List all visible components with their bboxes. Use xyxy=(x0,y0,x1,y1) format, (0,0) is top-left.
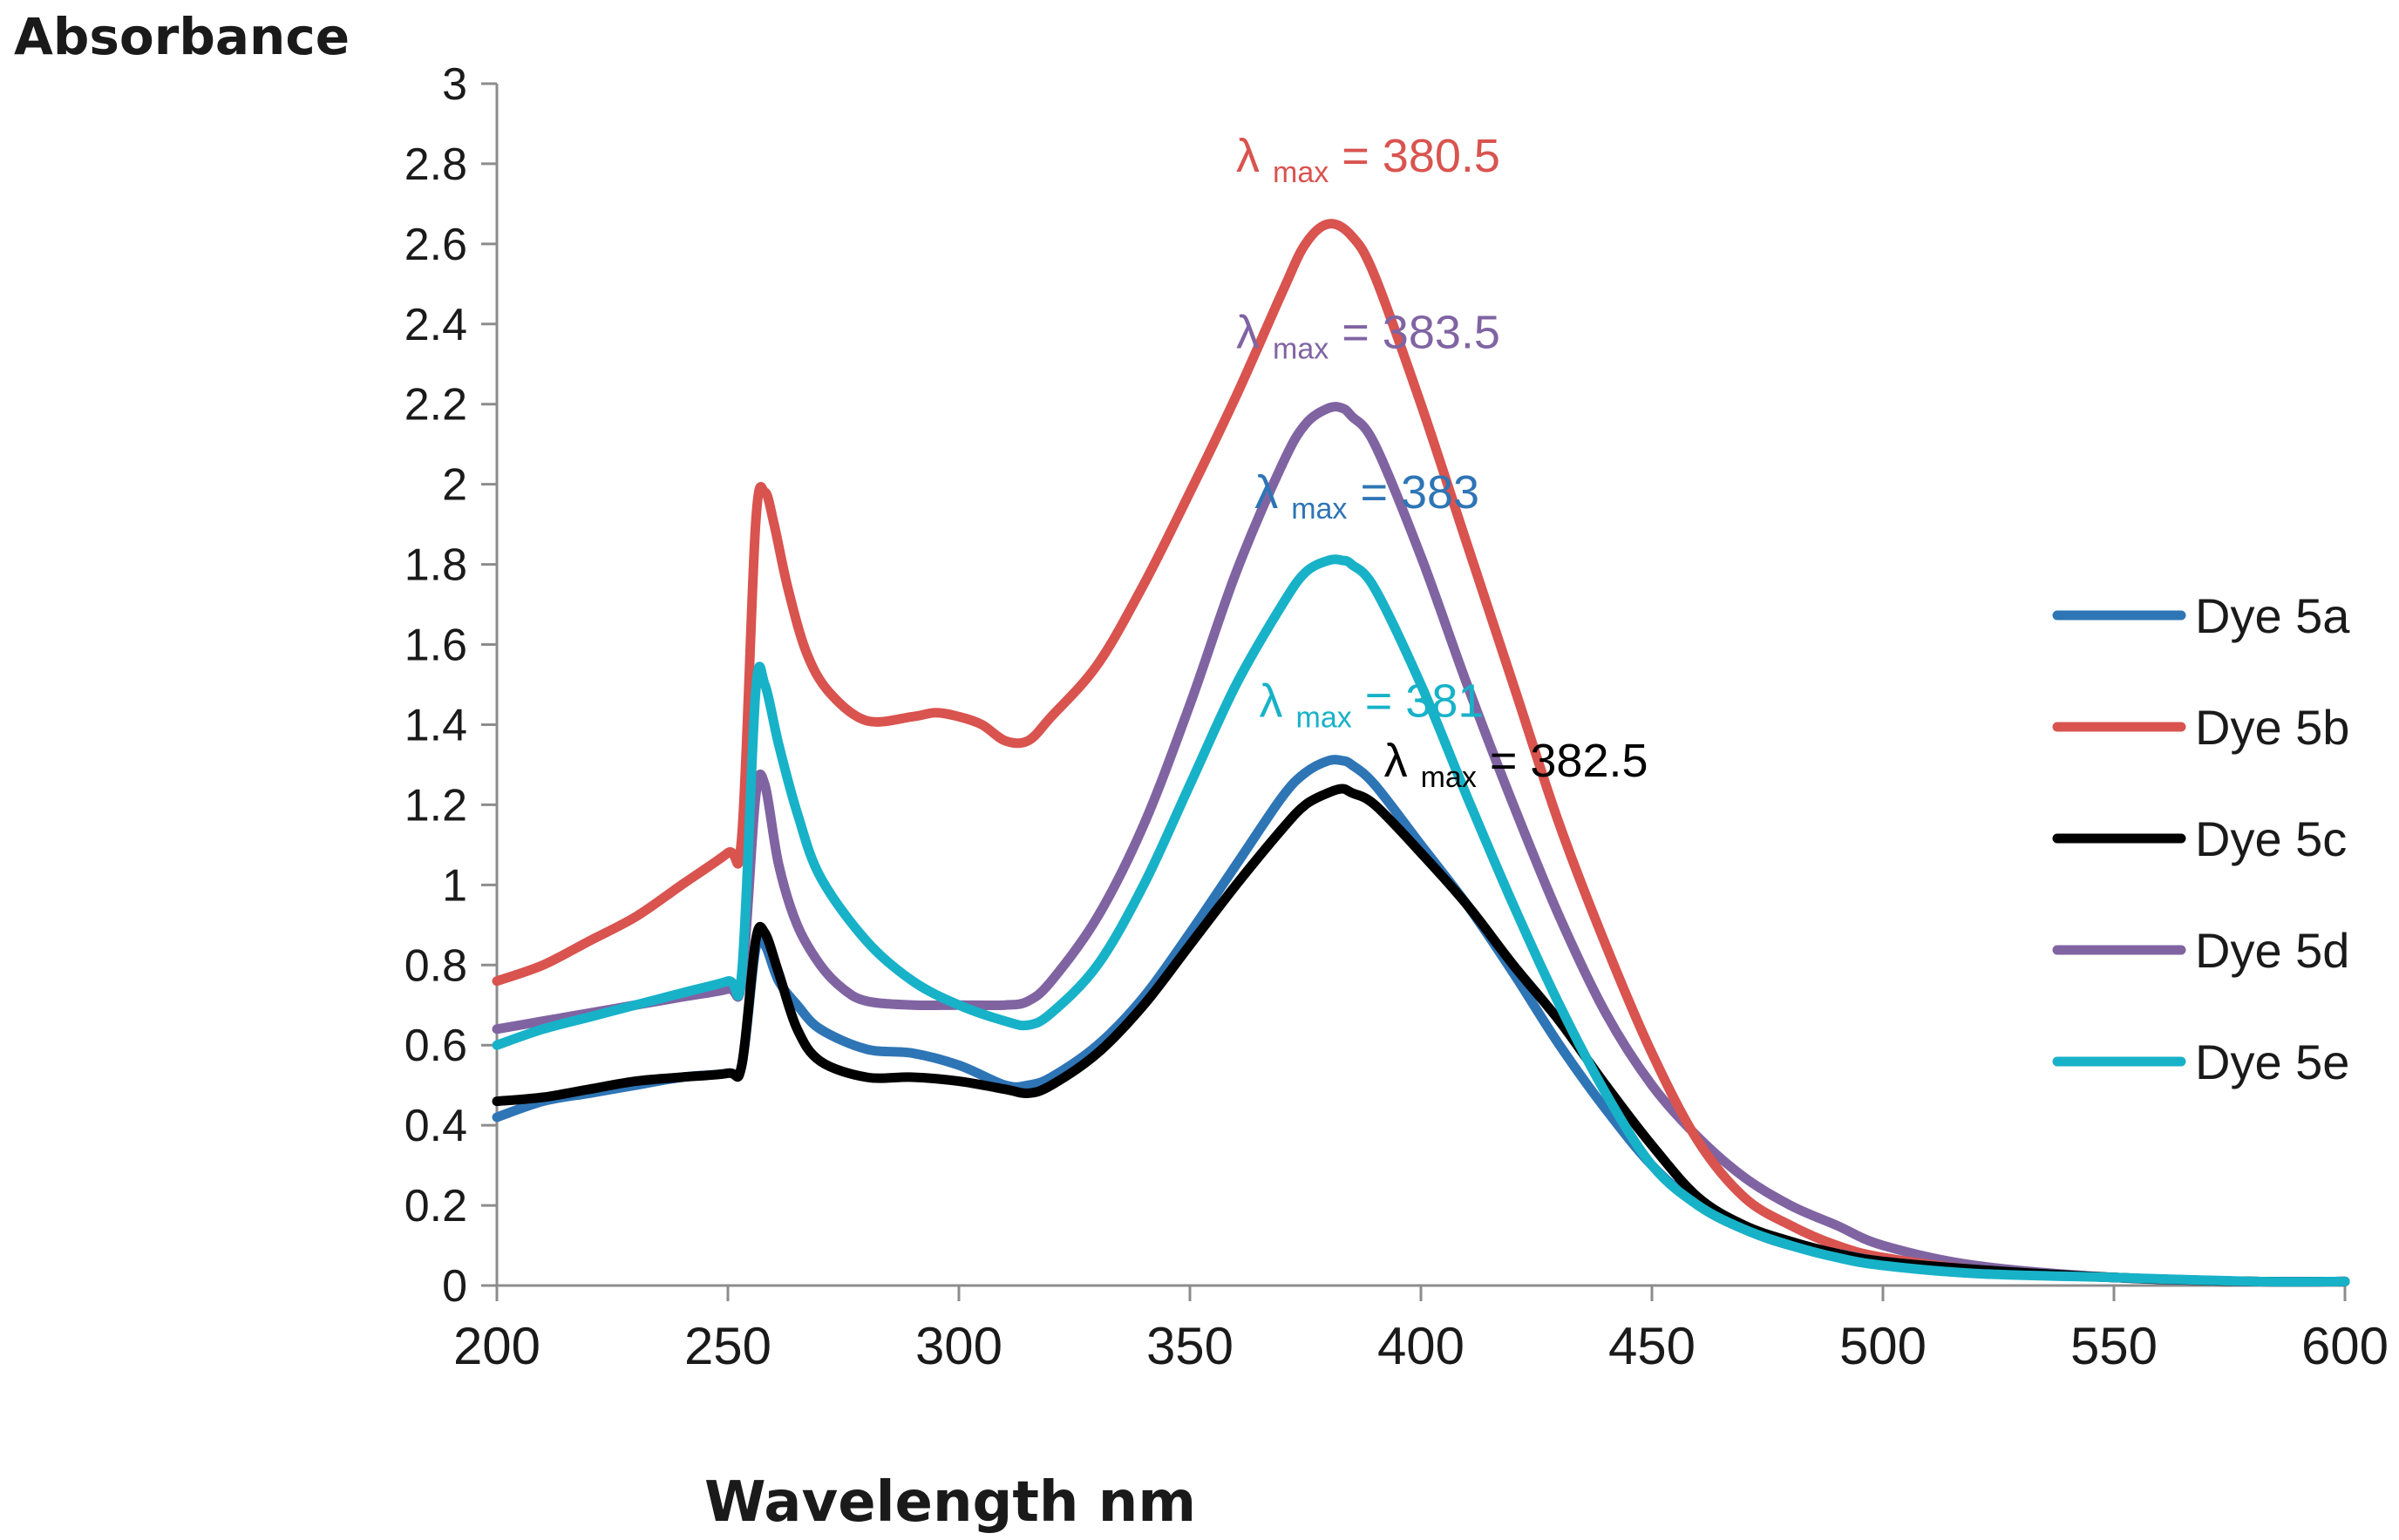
x-tick-label: 600 xyxy=(2301,1317,2389,1375)
annotation-value: = 383 xyxy=(1347,466,1479,519)
legend-label-dye-5b: Dye 5b xyxy=(2195,700,2349,755)
annotation-value: = 383.5 xyxy=(1329,306,1500,358)
annotation-value: = 380.5 xyxy=(1329,130,1500,182)
x-tick-label: 250 xyxy=(684,1317,771,1375)
legend-label-dye-5a: Dye 5a xyxy=(2195,588,2350,643)
y-tick-label: 2 xyxy=(442,460,467,511)
series-line-dye-5e xyxy=(492,554,2350,1287)
annotation-subscript: max xyxy=(1421,761,1477,794)
y-tick-label: 0 xyxy=(442,1261,467,1312)
annotation-subscript: max xyxy=(1273,332,1329,365)
annotation-dye-5b: λ max = 380.5 xyxy=(1236,130,1500,189)
x-axis-title: Wavelength nm xyxy=(704,1470,1196,1535)
y-tick-label: 0.4 xyxy=(404,1101,467,1151)
x-tick-label: 400 xyxy=(1377,1317,1465,1375)
legend-label-dye-5c: Dye 5c xyxy=(2195,811,2347,866)
y-tick-label: 1.4 xyxy=(404,700,467,750)
annotation-subscript: max xyxy=(1296,701,1352,734)
x-tick-label: 550 xyxy=(2070,1317,2158,1375)
series-lines xyxy=(492,219,2350,1287)
y-axis-title: Absorbance xyxy=(14,7,350,66)
annotation-dye-5e: λ max = 381 xyxy=(1260,675,1485,734)
annotation-dye-5c: λ max = 382.5 xyxy=(1384,735,1648,794)
annotation-symbol: λ xyxy=(1260,675,1296,727)
y-tick-label: 2.2 xyxy=(404,380,467,431)
y-tick-label: 1 xyxy=(442,860,467,911)
y-tick-label: 0.8 xyxy=(404,940,467,991)
annotation-value: = 381 xyxy=(1352,675,1485,727)
annotation-value: = 382.5 xyxy=(1477,735,1648,787)
y-tick-label: 0.2 xyxy=(404,1181,467,1231)
y-tick-label: 1.8 xyxy=(404,540,467,591)
axis-ticks: 0 0.2 0.4 0.6 0.8 1 1.2 1.4 1.6 1.8 2 2.2 2.4 2.6 2.8 3… xyxy=(404,59,2389,1375)
x-tick-label: 500 xyxy=(1839,1317,1927,1375)
y-tick-label: 1.2 xyxy=(404,780,467,831)
y-tick-label: 2.4 xyxy=(404,300,467,350)
y-tick-label: 2.6 xyxy=(404,220,467,270)
annotation-symbol: λ xyxy=(1254,466,1291,519)
annotation-symbol: λ xyxy=(1384,735,1421,787)
series-line-dye-5d xyxy=(492,402,2350,1287)
annotation-subscript: max xyxy=(1291,492,1347,526)
annotation-symbol: λ xyxy=(1236,130,1273,182)
annotation-dye-5a: λ max = 383 xyxy=(1254,466,1479,526)
legend-label-dye-5e: Dye 5e xyxy=(2195,1035,2349,1089)
x-tick-label: 350 xyxy=(1146,1317,1233,1375)
legend: Dye 5a Dye 5b Dye 5c Dye 5d Dye 5e xyxy=(2052,588,2350,1089)
y-tick-label: 2.8 xyxy=(404,139,467,190)
series-line-dye-5b xyxy=(492,219,2350,1287)
y-tick-label: 3 xyxy=(442,59,467,110)
x-tick-label: 450 xyxy=(1608,1317,1696,1375)
x-tick-label: 300 xyxy=(915,1317,1002,1375)
annotation-symbol: λ xyxy=(1236,306,1273,358)
legend-label-dye-5d: Dye 5d xyxy=(2195,923,2349,978)
annotation-dye-5d: λ max = 383.5 xyxy=(1236,306,1500,365)
y-tick-label: 1.6 xyxy=(404,621,467,671)
x-tick-label: 200 xyxy=(453,1317,540,1375)
annotation-subscript: max xyxy=(1273,156,1329,189)
y-tick-label: 0.6 xyxy=(404,1021,467,1071)
